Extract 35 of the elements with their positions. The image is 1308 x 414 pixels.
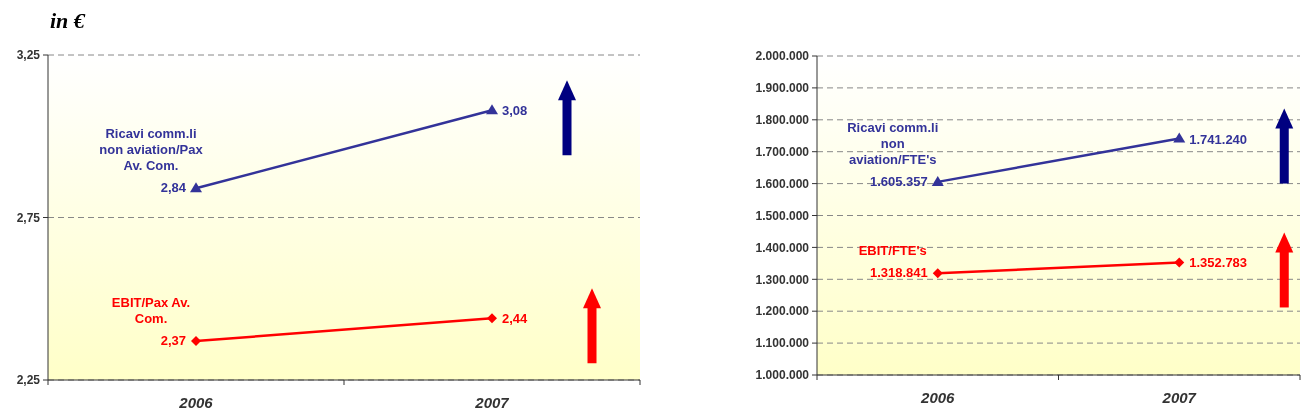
y-tick-label: 1.400.000: [755, 240, 810, 255]
y-tick-label: 2,75: [16, 210, 41, 225]
point: [191, 336, 201, 346]
y-tick-label: 3,25: [16, 48, 41, 63]
y-tick-label: 1.800.000: [755, 113, 810, 127]
y-tick-label: 1.900.000: [755, 81, 810, 96]
y-tick-label: 1.200.000: [755, 304, 810, 319]
y-tick-label: 2,25: [16, 373, 41, 388]
series-label: EBIT/FTE's: [858, 243, 927, 259]
y-tick-label: 2.000.000: [755, 49, 810, 64]
x-tick-label: 2006: [920, 389, 956, 406]
y-tick-label: 1.000.000: [755, 368, 810, 383]
x-tick-label: 2007: [474, 394, 510, 411]
chart-title: in €: [50, 8, 86, 33]
x-tick-label: 2007: [1161, 389, 1197, 406]
data-label: 2,84: [160, 180, 187, 196]
y-tick-label: 1.600.000: [755, 176, 810, 191]
y-tick-label: 1.300.000: [755, 272, 810, 287]
data-label: 3,08: [502, 103, 528, 119]
data-label: 2,44: [502, 311, 529, 327]
y-tick-label: 1.100.000: [755, 336, 810, 351]
data-label: 1.352.783: [1189, 255, 1248, 271]
data-label: 2,37: [160, 333, 186, 348]
data-label: 1.741.240: [1189, 131, 1248, 147]
point: [932, 268, 943, 279]
series-label: EBIT/Pax Av. Com.: [111, 295, 191, 326]
data-label: 1.605.357: [869, 173, 928, 189]
point: [1174, 257, 1185, 268]
data-label: 1.318.841: [869, 265, 928, 281]
y-tick-label: 1.700.000: [755, 144, 810, 159]
y-tick-label: 1.500.000: [755, 208, 810, 223]
x-tick-label: 2006: [178, 394, 214, 411]
series-label: Ricavi comm.li non aviation/FTE's: [847, 119, 939, 167]
point: [487, 313, 497, 324]
series-label: Ricavi comm.li non aviation/Pax Av. Com.: [99, 126, 204, 174]
